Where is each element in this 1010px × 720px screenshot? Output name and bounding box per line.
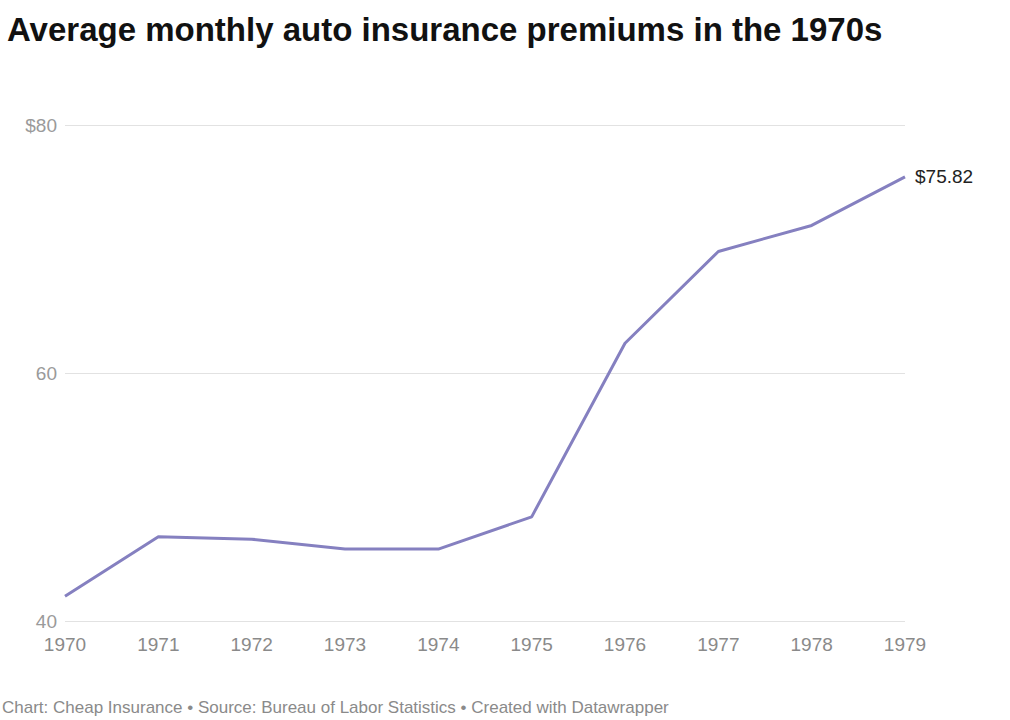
svg-text:1972: 1972 [231, 634, 273, 655]
svg-text:1975: 1975 [511, 634, 553, 655]
svg-text:1970: 1970 [44, 634, 86, 655]
svg-text:1978: 1978 [791, 634, 833, 655]
svg-text:$80: $80 [25, 115, 57, 136]
svg-text:1976: 1976 [604, 634, 646, 655]
svg-text:Average monthly auto insurance: Average monthly auto insurance premiums … [7, 11, 882, 48]
svg-text:1977: 1977 [697, 634, 739, 655]
svg-text:60: 60 [36, 363, 57, 384]
svg-text:1973: 1973 [324, 634, 366, 655]
svg-text:1974: 1974 [417, 634, 460, 655]
svg-text:$75.82: $75.82 [915, 166, 973, 187]
svg-text:40: 40 [36, 611, 57, 632]
svg-text:Chart: Cheap Insurance • Sourc: Chart: Cheap Insurance • Source: Bureau … [2, 698, 669, 717]
svg-text:1979: 1979 [884, 634, 926, 655]
svg-text:1971: 1971 [137, 634, 179, 655]
